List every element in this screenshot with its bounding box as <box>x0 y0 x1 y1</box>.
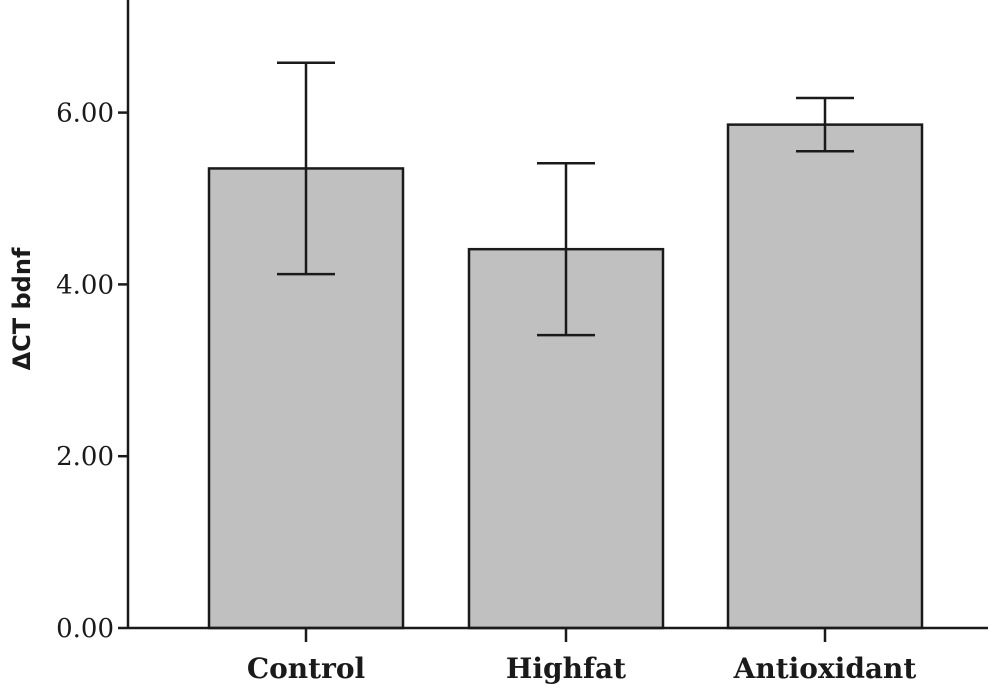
x-tick-label: Antioxidant <box>733 652 917 685</box>
x-ticks-layer: Control Highfat Antioxidant <box>247 628 917 685</box>
y-tick-label: 6.00 <box>56 99 114 129</box>
error-bars-layer <box>277 61 854 337</box>
y-tick-label: 0.00 <box>56 614 114 644</box>
error-bar-antioxidant <box>796 96 854 153</box>
bar-antioxidant <box>726 123 924 630</box>
y-tick-label: 2.00 <box>56 442 114 472</box>
error-bar-control <box>277 61 335 276</box>
x-tick-label: Highfat <box>506 652 626 685</box>
y-ticks-layer: 0.00 2.00 4.00 6.00 <box>56 99 128 644</box>
x-tick-label: Control <box>247 652 365 685</box>
y-tick-label: 4.00 <box>56 270 114 300</box>
error-bar-highfat <box>537 162 595 337</box>
y-axis-title: ΔCT bdnf <box>8 247 36 370</box>
